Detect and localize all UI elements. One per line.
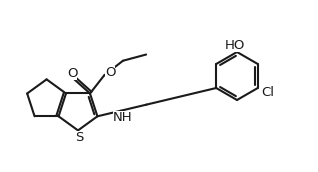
Text: HO: HO — [225, 39, 245, 51]
Text: Cl: Cl — [261, 85, 274, 99]
Text: S: S — [75, 131, 83, 144]
Text: NH: NH — [113, 111, 133, 124]
Text: O: O — [67, 67, 77, 80]
Text: O: O — [105, 66, 115, 79]
